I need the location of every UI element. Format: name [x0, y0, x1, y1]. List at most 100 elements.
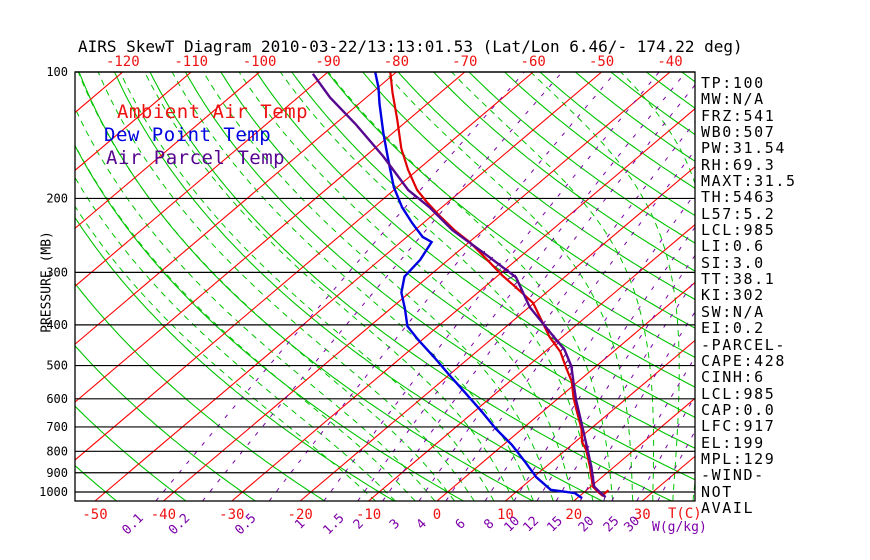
profile-air-parcel-temp [311, 73, 607, 499]
moist-adiabat-line [327, 72, 614, 501]
isotherm-line [573, 397, 695, 501]
profile-ambient-air-temp [389, 72, 610, 497]
dry-adiabat-line [75, 216, 395, 501]
mixing-ratio-line [513, 226, 695, 501]
tick-label: 1000 [39, 485, 68, 499]
dry-adiabat-line [75, 144, 464, 501]
dry-adiabat-line [503, 72, 695, 217]
tick-label: -90 [315, 54, 340, 70]
moist-adiabat-line [238, 72, 574, 501]
tick-label: 0 [433, 507, 441, 523]
panel-line: LFC:917 [701, 417, 776, 436]
sounding-indices-panel: TP:100 MW:N/A FRZ:541 WB0:507 PW:31.54 RH:69.… [701, 74, 797, 517]
mixing-ratio-line [268, 72, 617, 501]
plot-border [74, 71, 696, 502]
isotherm-line [505, 339, 695, 501]
tick-label: -30 [219, 507, 244, 523]
dry-adiabat-line [539, 72, 695, 189]
panel-line: -WIND- [701, 466, 765, 485]
tick-label: 400 [46, 318, 68, 332]
tick-label: 200 [46, 191, 68, 205]
tick-label: 700 [46, 420, 68, 434]
dry-adiabat-line [255, 72, 695, 418]
tick-label: -50 [589, 54, 614, 70]
moist-adiabat-line [144, 72, 515, 501]
panel-line: AVAIL [701, 498, 755, 517]
temperature-axis-unit: T(C) [668, 506, 702, 522]
moist-adiabat-line [529, 72, 680, 501]
panel-line: LCL:985 [701, 384, 776, 403]
panel-line: TP:100 [701, 74, 765, 92]
tick-label: 25 [601, 514, 623, 536]
dry-adiabat-line [78, 72, 533, 501]
isotherm-line [163, 72, 671, 501]
dry-adiabat-line [574, 72, 695, 162]
isotherm-line [75, 72, 329, 287]
isotherm-line [299, 165, 695, 501]
moist-adiabat-line [97, 72, 475, 501]
mixing-ratio-line [484, 192, 695, 501]
dry-adiabat-line [184, 72, 695, 481]
panel-line: SI:3.0 [701, 253, 765, 272]
panel-line: LCL:985 [701, 221, 776, 240]
page-title: AIRS SkewT Diagram 2010-03-22/13:13:01.5… [78, 37, 743, 56]
tick-label: 0.1 [120, 511, 147, 538]
moist-adiabat-line [202, 72, 554, 501]
tick-label: -40 [151, 507, 176, 523]
mixing-ratio-line [418, 121, 695, 501]
tick-label: -60 [521, 54, 546, 70]
isotherm-line [75, 72, 397, 345]
moist-adiabat-line [75, 144, 416, 501]
dry-adiabat-line [468, 72, 695, 244]
tick-label: 15 [544, 514, 566, 536]
panel-line: LI:0.6 [701, 237, 765, 256]
tick-label: 10 [497, 507, 514, 523]
tick-label: 30 [634, 507, 651, 523]
panel-line: RH:69.3 [701, 155, 776, 174]
tick-label: 8 [481, 516, 497, 532]
background-reference-lines [75, 72, 695, 501]
moist-adiabat-line [384, 72, 634, 501]
panel-line: EI:0.2 [701, 319, 765, 338]
dry-adiabat-line [432, 72, 695, 272]
panel-line: FRZ:541 [701, 106, 776, 125]
panel-line: NOT [701, 482, 733, 501]
panel-line: MW:N/A [701, 90, 765, 109]
panel-line: MAXT:31.5 [701, 172, 797, 191]
panel-line: KI:302 [701, 286, 765, 305]
tick-label: 6 [453, 516, 469, 532]
tick-label: -10 [356, 507, 381, 523]
tick-label: 3 [387, 516, 403, 532]
isotherm-line [75, 72, 192, 172]
mixing-ratio-line [555, 279, 695, 501]
pressure-axis-label: PRESSURE (MB) [39, 231, 55, 333]
tick-label: 500 [46, 359, 68, 373]
panel-line: -PARCEL- [701, 335, 787, 354]
mixing-ratio-axis-unit: W(g/kg) [652, 520, 707, 535]
panel-line: CINH:6 [701, 368, 765, 387]
moist-adiabat-line [279, 72, 594, 501]
moist-adiabat-line [450, 72, 655, 501]
panel-line: EL:199 [701, 433, 765, 452]
legend-dew-point-temp: Dew Point Temp [104, 124, 272, 146]
panel-line: CAPE:428 [701, 351, 787, 370]
tick-label: -40 [657, 54, 682, 70]
dry-adiabat-line [397, 72, 695, 301]
isotherm-line [75, 72, 534, 461]
dry-adiabat-line [75, 464, 117, 501]
panel-line: PW:31.54 [701, 139, 787, 158]
dry-adiabat-line [362, 72, 695, 329]
tick-label: 20 [565, 507, 582, 523]
moist-adiabat-line [75, 176, 396, 501]
mixing-ratio-line [202, 72, 563, 501]
moist-adiabat-line [75, 205, 376, 501]
isotherm-line [75, 72, 466, 403]
tick-label: -20 [288, 507, 313, 523]
moist-adiabat-line [620, 72, 695, 501]
tick-label: -120 [106, 54, 140, 70]
panel-line: TT:38.1 [701, 270, 776, 289]
tick-label: -80 [384, 54, 409, 70]
sounding-profiles [311, 72, 610, 500]
